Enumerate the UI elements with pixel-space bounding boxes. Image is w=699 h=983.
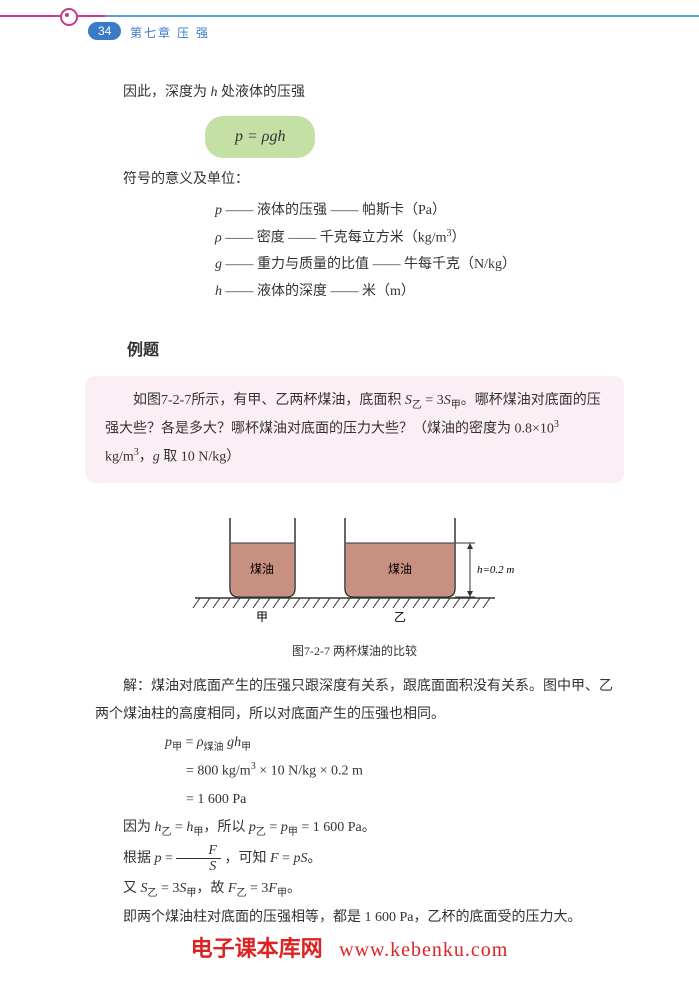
label-oil-1: 煤油 bbox=[249, 562, 273, 576]
example-text: 如图7-2-7所示，有甲、乙两杯煤油，底面积 S乙 = 3S甲。哪杯煤油对底面的… bbox=[105, 388, 604, 471]
solution-line-4: 又 S乙 = 3S甲，故 F乙 = 3F甲。 bbox=[95, 875, 614, 904]
solution-line-1: 解：煤油对底面产生的压强只跟深度有关系，跟底面面积没有关系。图中甲、乙两个煤油柱… bbox=[95, 673, 614, 729]
header-ornament-icon bbox=[60, 8, 78, 26]
formula-box: p = ρgh bbox=[205, 116, 315, 158]
symbol-definitions: p —— 液体的压强 —— 帕斯卡（Pa） ρ —— 密度 —— 千克每立方米（… bbox=[215, 198, 614, 306]
figure: 煤油 甲 煤油 乙 h=0.2 m 图7-2-7 两杯煤油的比较 bbox=[95, 503, 614, 662]
figure-caption: 图7-2-7 两杯煤油的比较 bbox=[95, 640, 614, 663]
def-g: g —— 重力与质量的比值 —— 牛每千克（N/kg） bbox=[215, 252, 614, 279]
main-content: 因此，深度为 h 处液体的压强 p = ρgh 符号的意义及单位： p —— 液… bbox=[95, 80, 614, 932]
example-problem-box: 如图7-2-7所示，有甲、乙两杯煤油，底面积 S乙 = 3S甲。哪杯煤油对底面的… bbox=[85, 376, 624, 483]
solution-eq-1: p甲 = ρ煤油 gh甲 bbox=[165, 729, 614, 758]
solution-eq-2: = 800 kg/m3 × 10 N/kg × 0.2 m bbox=[186, 757, 614, 786]
cups-diagram-icon: 煤油 甲 煤油 乙 h=0.2 m bbox=[175, 503, 535, 623]
solution-line-3: 根据 p = FS ，可知 F = pS。 bbox=[95, 843, 614, 875]
solution-line-5: 即两个煤油柱对底面的压强相等，都是 1 600 Pa，乙杯的底面受的压力大。 bbox=[95, 904, 614, 932]
watermark-url: www.kebenku.com bbox=[339, 939, 508, 961]
page-number-badge: 34 bbox=[88, 22, 121, 40]
intro-line: 因此，深度为 h 处液体的压强 bbox=[95, 80, 614, 107]
label-jia: 甲 bbox=[255, 610, 267, 623]
label-oil-2: 煤油 bbox=[387, 562, 411, 576]
solution-eq-3: = 1 600 Pa bbox=[186, 786, 614, 814]
label-yi: 乙 bbox=[393, 610, 405, 623]
def-rho: ρ —— 密度 —— 千克每立方米（kg/m3） bbox=[215, 224, 614, 252]
watermark: 电子课本库网 www.kebenku.com bbox=[0, 931, 699, 963]
def-p: p —— 液体的压强 —— 帕斯卡（Pa） bbox=[215, 198, 614, 225]
header-rule bbox=[0, 15, 699, 17]
height-label: h=0.2 m bbox=[477, 564, 514, 576]
solution-line-2: 因为 h乙 = h甲，所以 p乙 = p甲 = 1 600 Pa。 bbox=[95, 814, 614, 843]
page: 34 第七章 压 强 因此，深度为 h 处液体的压强 p = ρgh 符号的意义… bbox=[0, 0, 699, 983]
solution: 解：煤油对底面产生的压强只跟深度有关系，跟底面面积没有关系。图中甲、乙两个煤油柱… bbox=[95, 673, 614, 932]
example-heading: 例题 bbox=[95, 336, 614, 366]
chapter-title: 第七章 压 强 bbox=[130, 24, 210, 41]
symbols-intro: 符号的意义及单位： bbox=[95, 167, 614, 194]
watermark-text: 电子课本库网 bbox=[191, 936, 323, 961]
def-h: h —— 液体的深度 —— 米（m） bbox=[215, 279, 614, 306]
